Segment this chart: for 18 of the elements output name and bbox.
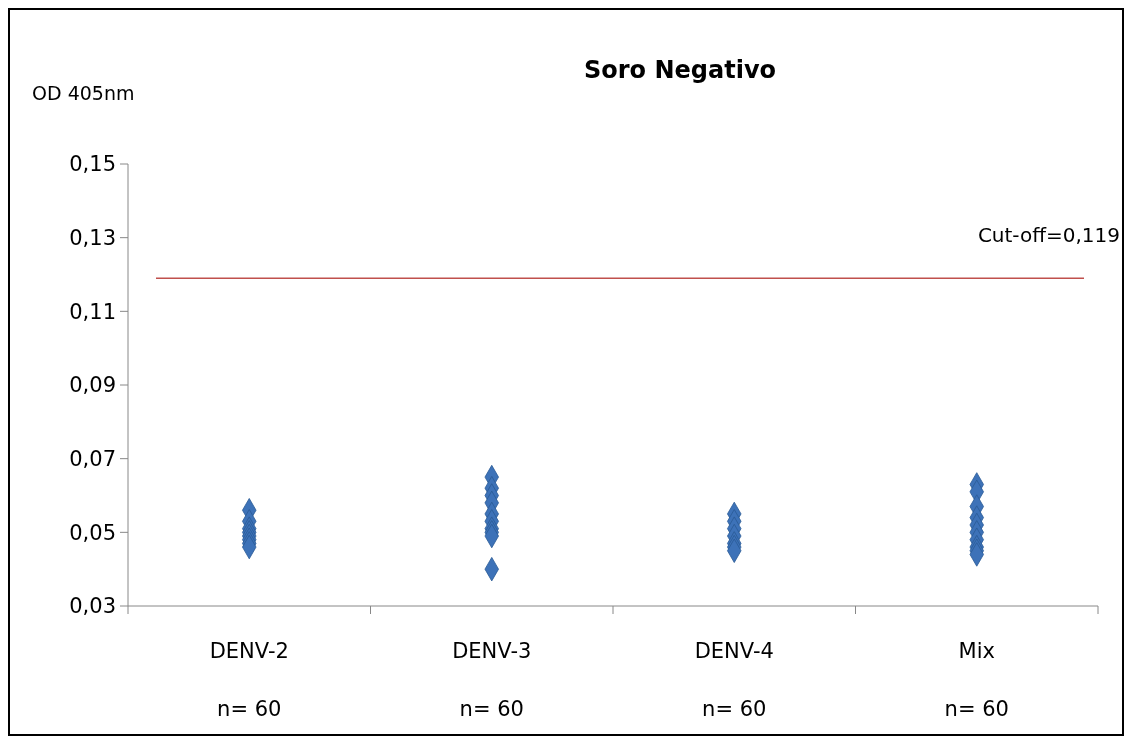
text: n= 60 [944, 697, 1009, 721]
x-tick-label: Mix [958, 639, 995, 663]
text: n= 60 [217, 697, 282, 721]
text: n= 60 [459, 697, 524, 721]
y-tick-label: 0,03 [69, 594, 116, 619]
y-tick-label: 0,07 [69, 447, 116, 472]
x-tick-label: DENV-3 [452, 639, 532, 663]
y-axis-title: OD 405nm [32, 82, 135, 104]
y-tick-label: 0,13 [69, 226, 116, 251]
y-tick-label: 0,05 [69, 520, 116, 545]
ref-line-label: Cut-off=0,119 [977, 223, 1120, 248]
x-tick-label: DENV-4 [694, 639, 774, 663]
chart-title: Soro Negativo [583, 56, 777, 84]
y-tick-label: 0,09 [69, 373, 116, 398]
y-tick-label: 0,15 [69, 152, 116, 177]
text: n= 60 [702, 697, 767, 721]
x-tick-label: DENV-2 [209, 639, 289, 663]
y-tick-label: 0,11 [69, 299, 116, 324]
